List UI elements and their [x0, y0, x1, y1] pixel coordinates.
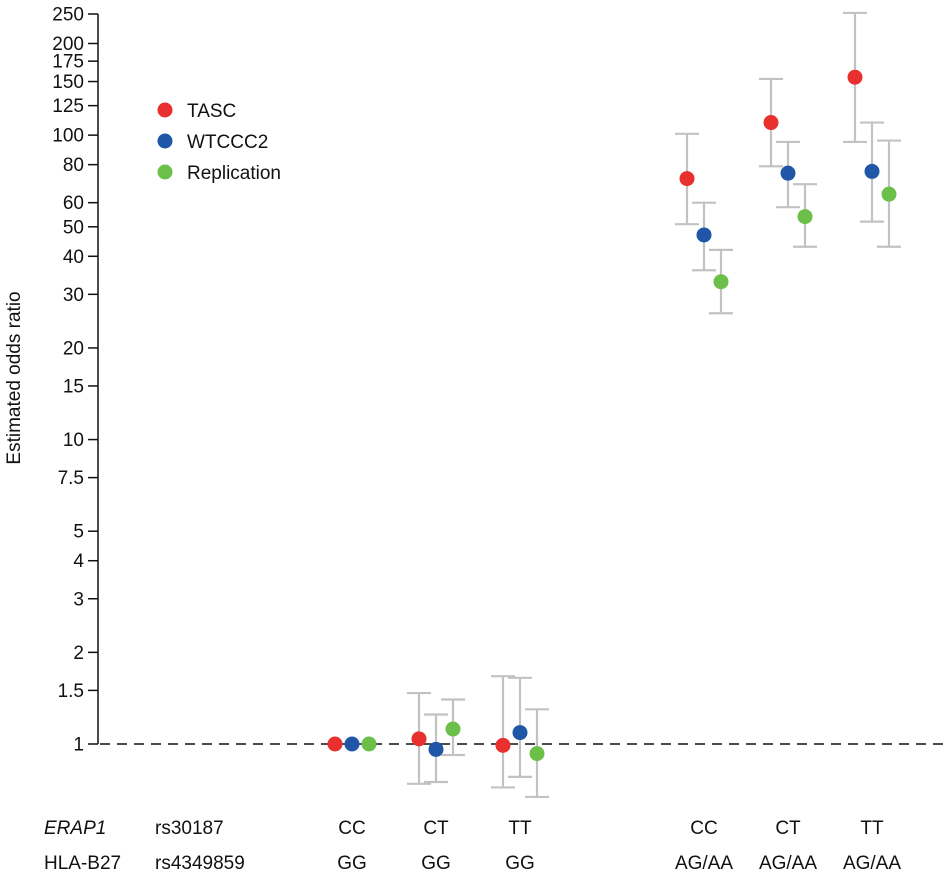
y-tick-label: 175 [52, 52, 84, 73]
point-tasc [847, 69, 863, 85]
group-erap1-label: CC [690, 818, 717, 839]
group-hla-label: GG [505, 853, 535, 874]
point-wtccc2 [344, 736, 360, 752]
y-tick-label: 250 [52, 5, 84, 26]
legend-marker [157, 164, 173, 180]
y-tick-label: 100 [52, 126, 84, 147]
row-snp-label: rs4349859 [155, 853, 245, 874]
y-tick-label: 50 [63, 217, 84, 238]
legend-marker [157, 102, 173, 118]
point-replication [529, 746, 545, 762]
y-tick-label: 10 [63, 430, 84, 451]
data-marks [327, 11, 901, 799]
point-tasc [327, 736, 343, 752]
group-hla-label: GG [421, 853, 451, 874]
y-tick-label: 30 [63, 285, 84, 306]
group-erap1-label: TT [508, 818, 532, 839]
y-tick-label: 200 [52, 34, 84, 55]
point-wtccc2 [780, 165, 796, 181]
y-tick-label: 40 [63, 247, 84, 268]
point-tasc [411, 731, 427, 747]
group-erap1-label: CC [338, 818, 365, 839]
point-wtccc2 [696, 227, 712, 243]
point-tasc [495, 737, 511, 753]
point-replication [361, 736, 377, 752]
y-tick-label: 150 [52, 72, 84, 93]
point-replication [881, 186, 897, 202]
legend-label: TASC [187, 101, 236, 122]
point-replication [445, 721, 461, 737]
legend-marker [157, 133, 173, 149]
group-hla-label: AG/AA [843, 853, 901, 874]
group-erap1-label: CT [423, 818, 449, 839]
row-snp-label: rs30187 [155, 818, 224, 839]
point-replication [797, 209, 813, 225]
row-gene-label: HLA-B27 [44, 853, 121, 874]
group-erap1-label: CT [775, 818, 801, 839]
error-bar [491, 675, 515, 789]
y-tick-label: 125 [52, 96, 84, 117]
point-tasc [679, 171, 695, 187]
legend-label: WTCCC2 [187, 132, 268, 153]
group-erap1-label: TT [860, 818, 884, 839]
y-tick-label: 5 [73, 522, 84, 543]
legend: TASC WTCCC2 Replication [157, 101, 281, 184]
row-gene-label: ERAP1 [44, 818, 106, 839]
y-axis-label: Estimated odds ratio [4, 291, 25, 464]
group-hla-label: GG [337, 853, 367, 874]
y-axis-ticks: 11.523457.510152030405060801001251501752… [52, 5, 98, 756]
point-wtccc2 [428, 741, 444, 757]
y-tick-label: 20 [63, 338, 84, 359]
point-wtccc2 [512, 725, 528, 741]
y-tick-label: 3 [73, 589, 84, 610]
y-tick-label: 80 [63, 155, 84, 176]
point-replication [713, 274, 729, 290]
y-tick-label: 60 [63, 193, 84, 214]
y-tick-label: 15 [63, 376, 84, 397]
y-tick-label: 1 [73, 735, 84, 756]
y-tick-label: 2 [73, 643, 84, 664]
group-hla-label: AG/AA [675, 853, 733, 874]
point-wtccc2 [864, 163, 880, 179]
y-tick-label: 7.5 [58, 468, 84, 489]
point-tasc [763, 115, 779, 131]
group-hla-label: AG/AA [759, 853, 817, 874]
legend-label: Replication [187, 163, 281, 184]
y-tick-label: 1.5 [58, 681, 84, 702]
y-tick-label: 4 [73, 551, 84, 572]
x-axis-labels: ERAP1 rs30187 HLA-B27 rs4349859 CC GG CT GG TT GG… [44, 818, 901, 874]
